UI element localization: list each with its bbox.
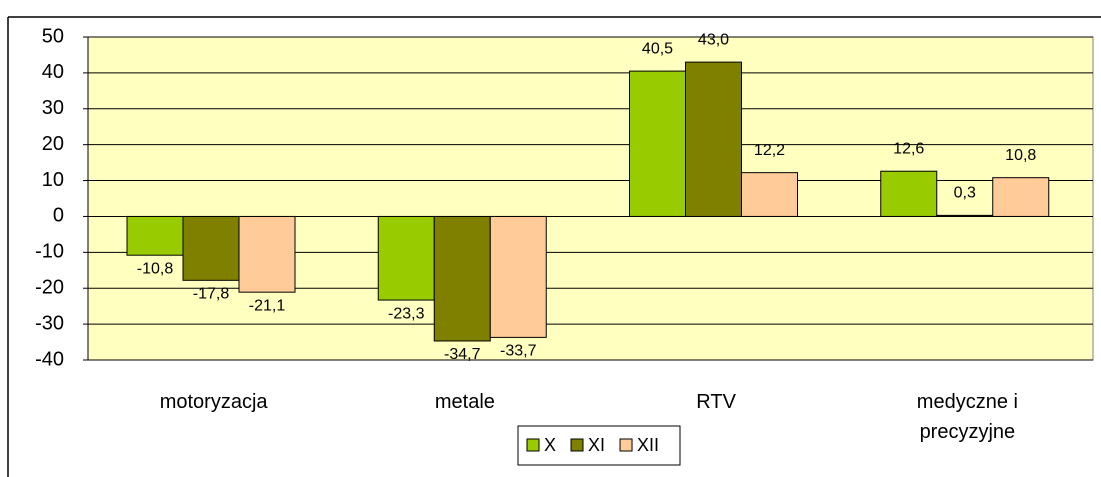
legend-box <box>517 425 681 466</box>
bar <box>238 215 296 293</box>
y-tick-label: 50 <box>42 25 64 47</box>
data-label: 43,0 <box>698 31 729 48</box>
y-tick-label: 30 <box>42 97 64 119</box>
data-label: -17,8 <box>193 286 230 303</box>
y-tick-label: -20 <box>35 277 64 299</box>
bar <box>685 61 742 217</box>
y-tick-label: -40 <box>35 348 64 370</box>
bar <box>992 177 1050 217</box>
legend-label: XII <box>637 435 659 455</box>
x-tick-label: RTV <box>696 391 736 413</box>
data-label: 0,3 <box>954 185 976 202</box>
data-label: -10,8 <box>137 260 174 277</box>
bar <box>489 215 547 338</box>
data-label: 40,5 <box>642 40 673 57</box>
data-label: 12,2 <box>754 142 785 159</box>
plot-area <box>87 36 1094 361</box>
bar <box>377 215 435 301</box>
y-tick-label: -10 <box>35 241 64 263</box>
legend-swatch <box>619 438 633 452</box>
y-tick-label: 20 <box>42 133 64 155</box>
y-tick-label: 10 <box>42 169 64 191</box>
data-label: -21,1 <box>249 297 286 314</box>
x-tick-label: medyczne i precyzyjne <box>916 391 1018 443</box>
legend-label: X <box>544 435 556 455</box>
bar <box>126 215 184 256</box>
y-tick-label: 0 <box>53 205 64 227</box>
bar <box>741 172 798 217</box>
bar <box>182 215 240 281</box>
bar <box>880 170 938 217</box>
data-label: -34,7 <box>444 346 481 363</box>
bar <box>433 215 491 342</box>
x-tick-label: motoryzacja <box>159 391 268 413</box>
y-tick-label: 40 <box>42 61 64 83</box>
bar <box>629 70 686 217</box>
data-label: -23,3 <box>388 305 425 322</box>
y-tick-label: -30 <box>35 312 64 334</box>
data-label: 12,6 <box>893 140 924 157</box>
x-tick-label: metale <box>434 391 495 413</box>
legend-label: XI <box>588 435 605 455</box>
legend-swatch <box>526 438 540 452</box>
data-label: 10,8 <box>1005 147 1036 164</box>
legend-swatch <box>570 438 584 452</box>
data-label: -33,7 <box>500 343 537 360</box>
